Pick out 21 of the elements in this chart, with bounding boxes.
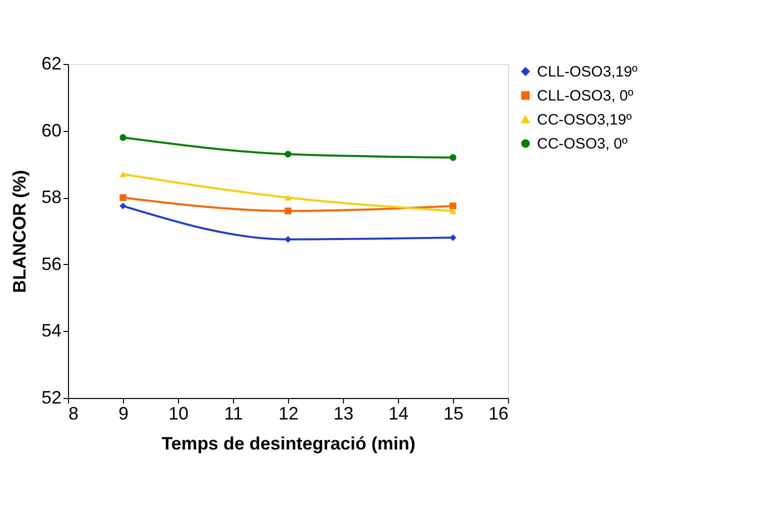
y-tick-label: 56 (41, 254, 62, 274)
x-tick-label: 9 (118, 404, 129, 424)
y-tick-label: 58 (41, 187, 62, 208)
y-tick-label: 54 (41, 320, 62, 341)
x-tick-label: 15 (443, 404, 464, 424)
y-tick-label: 62 (41, 54, 62, 74)
x-tick-label: 13 (333, 404, 354, 424)
legend-label: CLL-OSO3,19º (537, 64, 638, 80)
x-tick-label: 10 (168, 404, 189, 424)
x-axis-title: Temps de desintegració (min) (162, 434, 416, 454)
x-tick-label: 12 (278, 404, 299, 424)
y-tick-label: 60 (41, 120, 62, 140)
legend-label: CC-OSO3,19º (537, 112, 632, 128)
legend-label: CLL-OSO3, 0º (537, 88, 634, 104)
y-axis-title: BLANCOR (%) (9, 170, 30, 293)
legend-label: CC-OSO3, 0º (537, 136, 628, 152)
y-tick-label: 52 (41, 388, 62, 408)
x-tick-label: 14 (388, 404, 409, 424)
x-tick-label: 8 (68, 404, 79, 424)
x-tick-label: 11 (224, 404, 243, 424)
x-tick-label: 16 (488, 404, 508, 424)
